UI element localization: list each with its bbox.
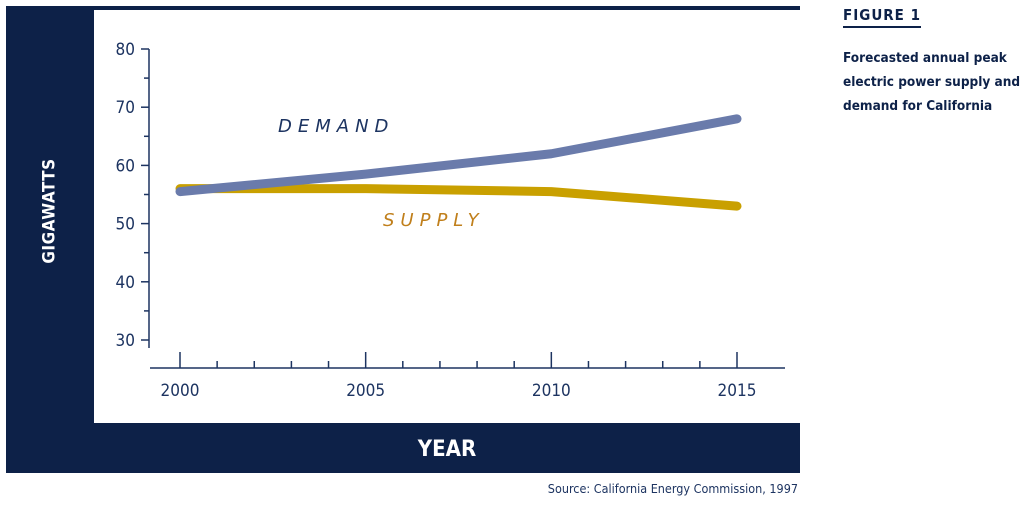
figure-number: FIGURE 1 (843, 6, 921, 28)
series-line-demand (175, 114, 742, 197)
y-tick-label: 60 (116, 156, 135, 176)
source-note: Source: California Energy Commission, 19… (547, 481, 798, 496)
x-tick-label: 2010 (532, 381, 571, 401)
series-label-demand: DEMAND (278, 116, 394, 137)
x-tick-label: 2005 (346, 381, 385, 401)
y-tick-label: 30 (116, 331, 135, 351)
y-tick-label: 80 (116, 40, 135, 60)
series-line-supply (175, 184, 742, 211)
y-tick-label: 70 (116, 98, 135, 118)
figure-caption: Forecasted annual peak electric power su… (843, 50, 1021, 114)
x-axis-label: YEAR (417, 437, 477, 462)
series-label-supply: SUPPLY (383, 210, 485, 231)
y-tick-label: 50 (116, 215, 135, 235)
plot-area (94, 10, 800, 423)
x-tick-label: 2000 (161, 381, 200, 401)
x-tick-label: 2015 (718, 381, 757, 401)
y-tick-label: 40 (116, 273, 135, 293)
